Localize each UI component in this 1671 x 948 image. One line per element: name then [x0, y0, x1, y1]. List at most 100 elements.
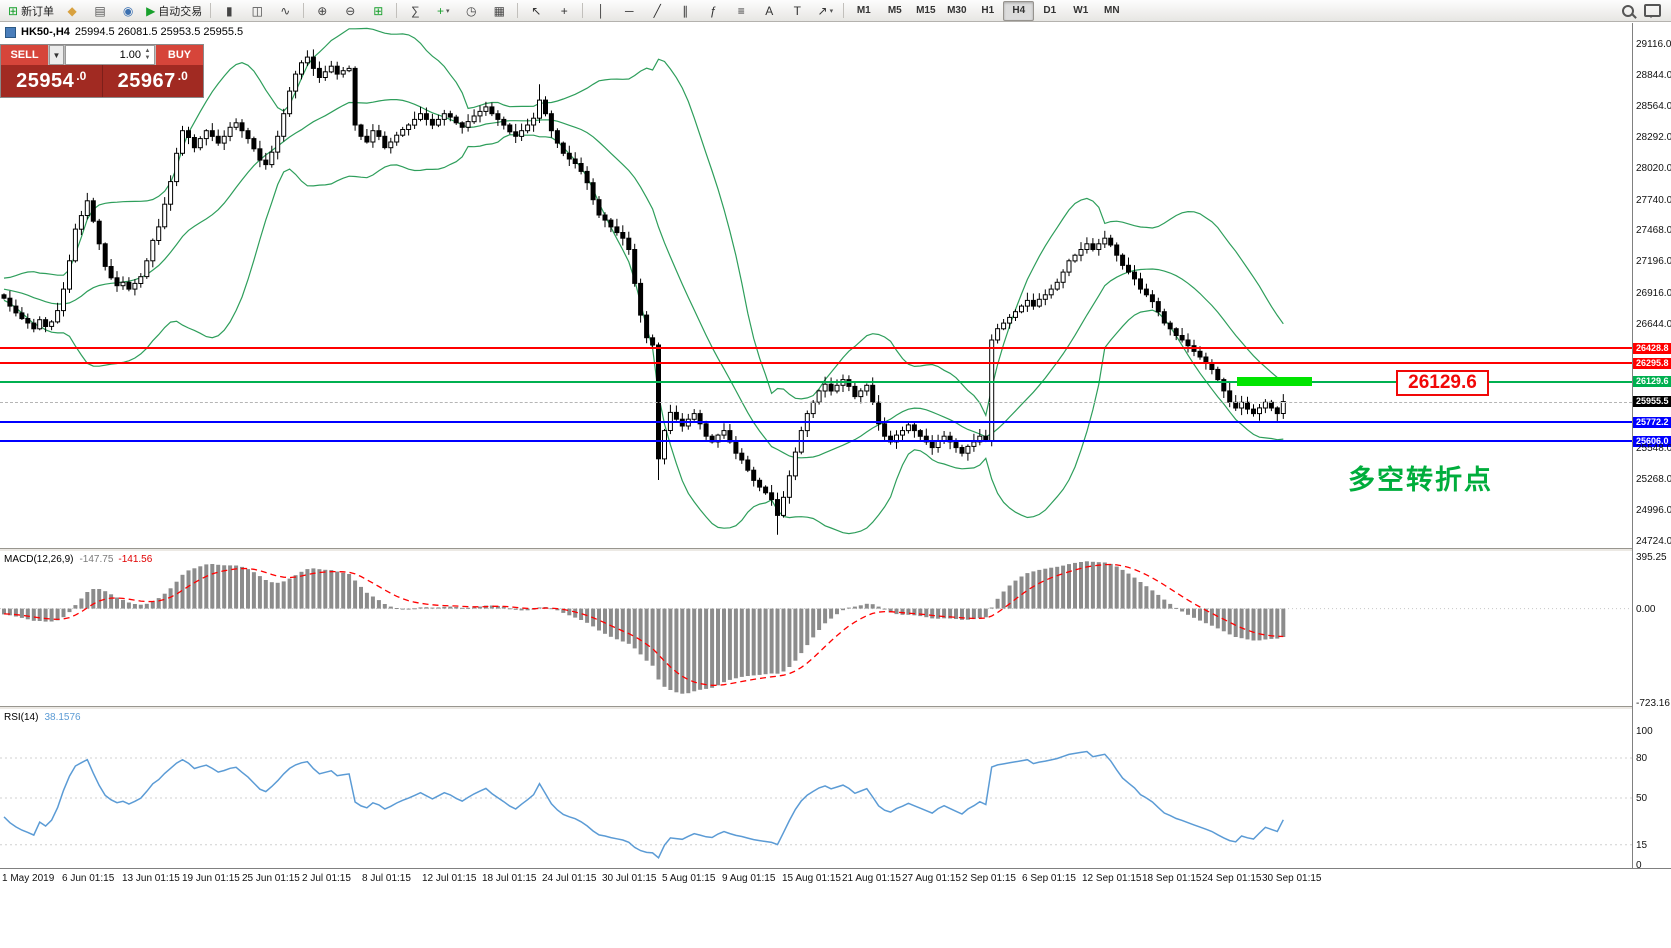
macd-axis-label: 395.25 [1636, 552, 1667, 563]
macd-indicator[interactable] [0, 552, 1632, 707]
crosshair-button[interactable]: + [550, 1, 578, 21]
price-callout-box[interactable]: 26129.6 [1396, 370, 1489, 396]
time-axis-label: 18 Jul 01:15 [482, 873, 537, 884]
macd-axis-label: -723.16 [1636, 698, 1670, 709]
candlestick-chart-button-icon: ◫ [251, 3, 263, 18]
cursor-button[interactable]: ↖ [522, 1, 550, 21]
time-axis-label: 18 Sep 01:15 [1142, 873, 1202, 884]
new-order-button[interactable]: ⊞ 新订单 [8, 3, 55, 18]
order-type-dropdown[interactable]: ▼ [49, 45, 64, 65]
sell-price-button[interactable]: 25954 .0 [1, 65, 102, 97]
cursor-button-icon: ↖ [531, 3, 542, 18]
sell-price: 25954 [16, 69, 75, 92]
time-axis[interactable]: 1 May 2019 6 Jun 01:15 13 Jun 01:15 19 Jun … [0, 868, 1671, 890]
profiles-button[interactable]: ◆ [58, 1, 86, 21]
time-axis-label: 30 Sep 01:15 [1262, 873, 1322, 884]
time-axis-label: 25 Jun 01:15 [242, 873, 300, 884]
autotrading-button[interactable]: ▶ 自动交易 [146, 3, 203, 18]
print-button-icon: ▤ [94, 3, 106, 18]
time-axis-label: 24 Jul 01:15 [542, 873, 597, 884]
buy-button[interactable]: BUY [156, 45, 203, 65]
text-button[interactable]: A [755, 1, 783, 21]
timeframe-w1[interactable]: W1 [1073, 5, 1089, 16]
chat-icon[interactable] [1644, 4, 1661, 18]
search-icon[interactable] [1622, 4, 1634, 17]
time-axis-label: 19 Jun 01:15 [182, 873, 240, 884]
timeframe-m30[interactable]: M30 [947, 5, 967, 16]
timeframe-d1[interactable]: D1 [1043, 5, 1057, 16]
zoom-in-button[interactable]: ⊕ [308, 1, 336, 21]
shapes-button-icon: ≡ [737, 3, 745, 18]
tile-windows-button[interactable]: ⊞ [364, 1, 392, 21]
turning-point-annotation[interactable]: 多空转折点 [1348, 465, 1493, 495]
print-button[interactable]: ▤ [86, 1, 114, 21]
y-axis-label: 24724.0 [1636, 536, 1671, 547]
candlestick-chart-button[interactable]: ◫ [243, 1, 271, 21]
shapes-button[interactable]: ≡ [727, 1, 755, 21]
toolbar-separator [303, 3, 305, 18]
y-axis-label: 25268.0 [1636, 474, 1671, 485]
level-line-25772.2[interactable] [0, 421, 1632, 423]
indicators-button[interactable]: ∑ [401, 1, 429, 21]
label-button[interactable]: T [783, 1, 811, 21]
timeframe-mn[interactable]: MN [1104, 5, 1120, 16]
pane-separator-macd[interactable] [0, 548, 1671, 552]
line-chart-button[interactable]: ∿ [271, 1, 299, 21]
timeframe-m5[interactable]: M5 [887, 5, 902, 16]
candlestick-chart[interactable] [0, 23, 1632, 548]
level-line-25606.0[interactable] [0, 440, 1632, 442]
indicators-button-icon: ∑ [411, 3, 420, 18]
zoom-out-button[interactable]: ⊖ [336, 1, 364, 21]
volume-input[interactable]: 1.00 ▲ ▼ [65, 45, 155, 65]
period-button[interactable]: ◷ [457, 1, 485, 21]
channel-button[interactable]: ∥ [671, 1, 699, 21]
buy-price-button[interactable]: 25967 .0 [101, 65, 203, 97]
new-order-button-icon: ⊞ [8, 3, 19, 18]
templates-button[interactable]: ▦ [485, 1, 513, 21]
sell-button[interactable]: SELL [1, 45, 48, 65]
refresh-button-icon: ◉ [122, 3, 134, 18]
price-scale[interactable]: 26428.8 26295.8 26129.6 25772.2 25606.0 25955… [1632, 23, 1671, 871]
level-line-26428.8[interactable] [0, 347, 1632, 349]
time-axis-label: 2 Jul 01:15 [302, 873, 351, 884]
bar-chart-button[interactable]: ▮ [215, 1, 243, 21]
pane-separator-rsi[interactable] [0, 706, 1671, 710]
timeframe-h1[interactable]: H1 [981, 5, 995, 16]
tile-windows-button-icon: ⊞ [373, 3, 384, 18]
time-axis-label: 5 Aug 01:15 [662, 873, 716, 884]
fibonacci-button[interactable]: ƒ [699, 1, 727, 21]
rsi-axis-label: 50 [1636, 793, 1648, 804]
toolbar-separator [396, 3, 398, 18]
level-line-26295.8[interactable] [0, 362, 1632, 364]
add-indicator-button-caret: ▾ [446, 7, 450, 15]
line-chart-button-icon: ∿ [280, 3, 291, 18]
add-indicator-button-icon: + [437, 3, 445, 18]
level-price-label: 25606.0 [1633, 436, 1671, 447]
time-axis-label: 27 Aug 01:15 [902, 873, 961, 884]
vertical-line-button-icon: │ [597, 3, 606, 18]
y-axis-label: 29116.0 [1636, 39, 1671, 50]
time-axis-label: 6 Sep 01:15 [1022, 873, 1076, 884]
support-zone-highlight[interactable] [1237, 377, 1312, 386]
refresh-button[interactable]: ◉ [114, 1, 142, 21]
timeframe-m1[interactable]: M1 [856, 5, 871, 16]
macd-label: MACD(12,26,9) -147.75 -141.56 [4, 554, 153, 565]
horizontal-line-button-icon: ─ [625, 3, 634, 18]
buy-price-decimal: .0 [177, 69, 188, 83]
volume-stepper[interactable]: ▲ ▼ [144, 47, 151, 61]
y-axis-label: 24996.0 [1636, 505, 1671, 516]
level-line-26129.6[interactable] [0, 381, 1632, 383]
arrows-button[interactable]: ↗ ▾ [811, 1, 839, 21]
timeframe-m15[interactable]: M15 [916, 5, 936, 16]
volume-value: 1.00 [119, 49, 141, 61]
rsi-indicator[interactable] [0, 710, 1632, 868]
trendline-button[interactable]: ╱ [643, 1, 671, 21]
horizontal-line-button[interactable]: ─ [615, 1, 643, 21]
add-indicator-button[interactable]: + ▾ [429, 1, 457, 21]
timeframe-h4[interactable]: H4 [1003, 0, 1035, 21]
rsi-axis-label: 0 [1636, 860, 1642, 871]
vertical-line-button[interactable]: │ [587, 1, 615, 21]
current-price-line [0, 402, 1632, 403]
time-axis-label: 24 Sep 01:15 [1202, 873, 1262, 884]
